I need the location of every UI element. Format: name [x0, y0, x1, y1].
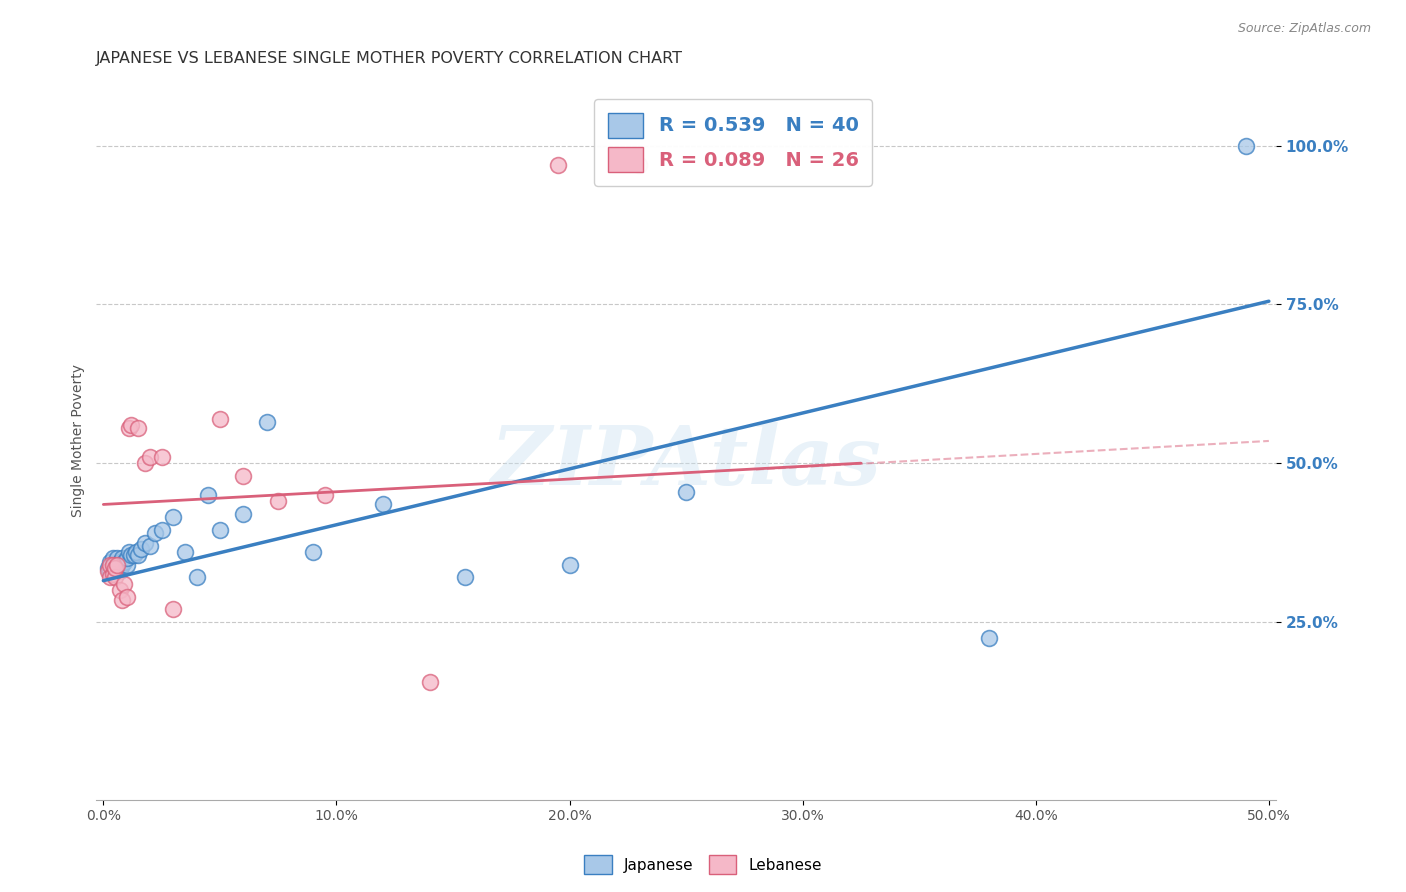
Point: [101, 567, 124, 582]
Point: [547, 158, 569, 172]
Point: [98, 564, 121, 578]
Point: [162, 602, 184, 616]
Point: [120, 548, 142, 562]
Point: [371, 498, 394, 512]
Point: [129, 541, 152, 556]
Point: [115, 558, 138, 572]
Point: [97, 564, 120, 578]
Point: [111, 592, 134, 607]
Point: [267, 494, 290, 508]
Point: [134, 535, 156, 549]
Text: JAPANESE VS LEBANESE SINGLE MOTHER POVERTY CORRELATION CHART: JAPANESE VS LEBANESE SINGLE MOTHER POVER…: [97, 51, 683, 66]
Point: [104, 558, 127, 572]
Point: [101, 561, 124, 575]
Text: ZIPAtlas: ZIPAtlas: [491, 423, 882, 502]
Point: [118, 421, 141, 435]
Point: [232, 468, 254, 483]
Point: [314, 488, 336, 502]
Point: [419, 675, 441, 690]
Point: [118, 545, 141, 559]
Point: [105, 551, 128, 566]
Point: [139, 450, 162, 464]
Point: [232, 507, 254, 521]
Point: [104, 564, 127, 578]
Point: [208, 523, 231, 537]
Point: [98, 558, 121, 572]
Y-axis label: Single Mother Poverty: Single Mother Poverty: [72, 365, 86, 517]
Point: [104, 570, 127, 584]
Point: [101, 558, 124, 572]
Point: [150, 523, 173, 537]
Point: [111, 558, 134, 572]
Point: [628, 158, 651, 172]
Point: [208, 411, 231, 425]
Legend: R = 0.539   N = 40, R = 0.089   N = 26: R = 0.539 N = 40, R = 0.089 N = 26: [595, 99, 872, 186]
Point: [197, 488, 219, 502]
Point: [150, 450, 173, 464]
Point: [98, 570, 121, 584]
Point: [115, 590, 138, 604]
Point: [108, 564, 131, 578]
Point: [98, 555, 121, 569]
Point: [139, 539, 162, 553]
Legend: Japanese, Lebanese: Japanese, Lebanese: [578, 849, 828, 880]
Point: [105, 558, 128, 572]
Point: [256, 415, 278, 429]
Point: [122, 548, 145, 562]
Point: [112, 555, 135, 569]
Point: [453, 570, 475, 584]
Point: [162, 510, 184, 524]
Point: [111, 551, 134, 566]
Point: [127, 421, 149, 435]
Point: [105, 558, 128, 572]
Text: Source: ZipAtlas.com: Source: ZipAtlas.com: [1237, 22, 1371, 36]
Point: [115, 551, 138, 566]
Point: [104, 561, 127, 575]
Point: [675, 484, 697, 499]
Point: [1234, 138, 1257, 153]
Point: [112, 577, 135, 591]
Point: [127, 548, 149, 562]
Point: [134, 456, 156, 470]
Point: [143, 526, 166, 541]
Point: [108, 555, 131, 569]
Point: [120, 418, 142, 433]
Point: [302, 545, 325, 559]
Point: [125, 545, 148, 559]
Point: [979, 631, 1001, 645]
Point: [186, 570, 208, 584]
Point: [174, 545, 197, 559]
Point: [97, 561, 120, 575]
Point: [558, 558, 581, 572]
Point: [101, 551, 124, 566]
Point: [108, 583, 131, 598]
